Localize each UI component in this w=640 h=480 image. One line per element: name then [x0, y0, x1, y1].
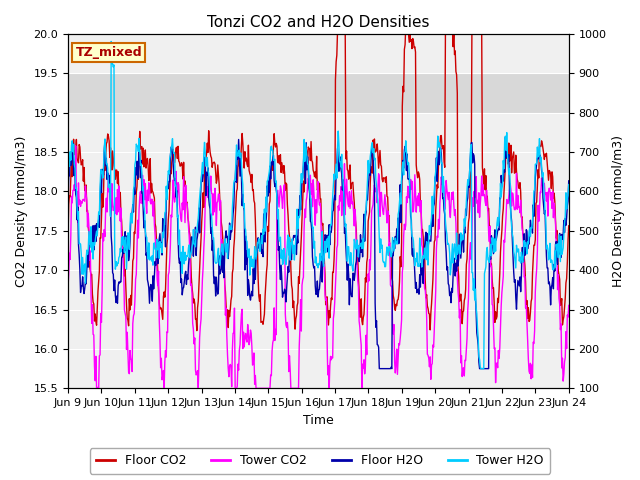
X-axis label: Time: Time: [303, 414, 333, 427]
Bar: [68, 73, 569, 113]
Y-axis label: H2O Density (mmol/m3): H2O Density (mmol/m3): [612, 135, 625, 287]
Text: TZ_mixed: TZ_mixed: [76, 47, 142, 60]
Y-axis label: CO2 Density (mmol/m3): CO2 Density (mmol/m3): [15, 135, 28, 287]
Legend: Floor CO2, Tower CO2, Floor H2O, Tower H2O: Floor CO2, Tower CO2, Floor H2O, Tower H…: [90, 448, 550, 474]
Title: Tonzi CO2 and H2O Densities: Tonzi CO2 and H2O Densities: [207, 15, 429, 30]
